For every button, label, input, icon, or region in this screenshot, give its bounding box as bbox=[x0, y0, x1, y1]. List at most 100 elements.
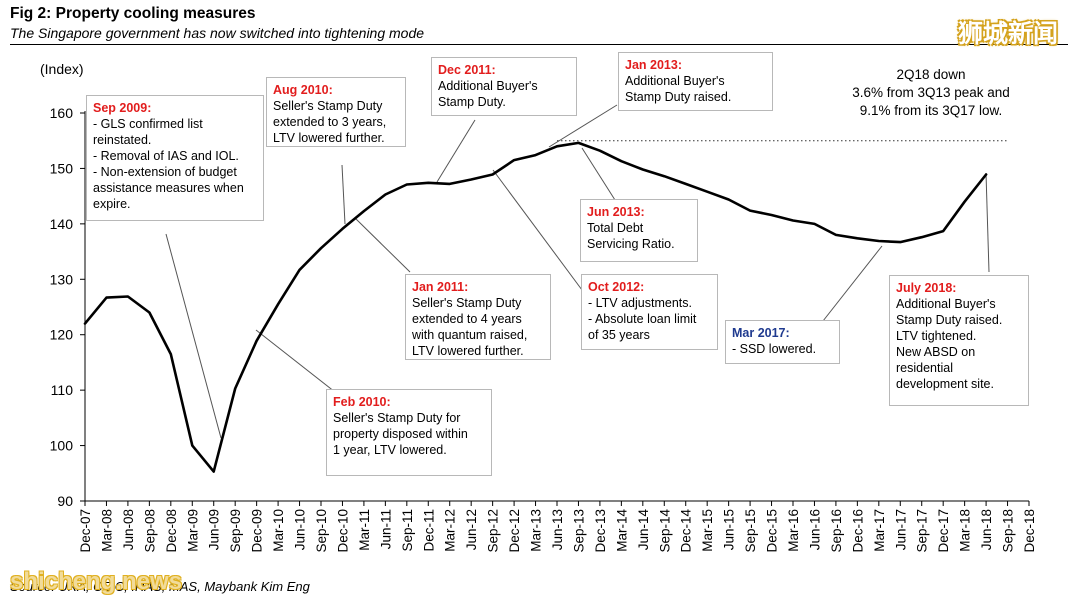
annotation-body: Additional Buyer's Stamp Duty. bbox=[438, 79, 538, 109]
watermark-site-bottom: shicheng.news bbox=[10, 568, 183, 595]
chart-series bbox=[83, 140, 1008, 473]
x-tick-label: Mar-17 bbox=[872, 509, 887, 552]
x-tick-label: Sep-14 bbox=[657, 509, 672, 553]
y-tick-label: 90 bbox=[57, 493, 73, 509]
y-tick-label: 150 bbox=[50, 160, 74, 176]
x-tick-label: Sep-17 bbox=[915, 509, 930, 553]
x-tick-label: Jun-09 bbox=[207, 509, 222, 550]
x-tick-label: Dec-09 bbox=[250, 509, 265, 553]
source-note: Source: URA, CEIC, IRAS, MAS, Maybank Ki… bbox=[10, 579, 310, 594]
annotation-heading: Oct 2012: bbox=[588, 280, 645, 294]
annotation-jan-2013: Jan 2013: Additional Buyer's Stamp Duty … bbox=[618, 52, 773, 111]
annotation-connectors bbox=[165, 104, 990, 439]
annotation-heading: Dec 2011: bbox=[438, 63, 496, 77]
annotation-leader-line bbox=[436, 119, 476, 183]
annotation-jun-2013: Jun 2013: Total Debt Servicing Ratio. bbox=[580, 199, 698, 262]
chart-note: 2Q18 down 3.6% from 3Q13 peak and 9.1% f… bbox=[852, 67, 1010, 118]
x-tick-label: Dec-17 bbox=[936, 509, 951, 553]
annotation-leader-line bbox=[354, 217, 411, 273]
y-tick-label: 100 bbox=[50, 438, 74, 454]
chart-axes: 90 100 110 120 130 140 150 160 (Index) Dec-07 Mar-… bbox=[40, 61, 1037, 553]
x-tick-label: Dec-12 bbox=[507, 509, 522, 553]
annotation-leader-line bbox=[822, 245, 883, 322]
x-tick-label: Dec-13 bbox=[593, 509, 608, 553]
x-tick-label: Mar-12 bbox=[443, 509, 458, 552]
x-tick-label: Jun-16 bbox=[807, 509, 822, 550]
annotation-leader-line bbox=[255, 329, 336, 393]
annotation-body: - LTV adjustments. - Absolute loan limit… bbox=[588, 296, 697, 342]
annotation-jul-2018: July 2018: Additional Buyer's Stamp Duty… bbox=[889, 275, 1029, 406]
x-tick-label: Mar-15 bbox=[700, 509, 715, 552]
annotation-mar-2017: Mar 2017: - SSD lowered. bbox=[725, 320, 840, 364]
x-tick-label: Sep-16 bbox=[829, 509, 844, 553]
annotation-body: Seller's Stamp Duty extended to 4 years … bbox=[412, 296, 528, 358]
annotation-body: Seller's Stamp Duty extended to 3 years,… bbox=[273, 99, 387, 145]
x-tick-label: Mar-14 bbox=[614, 509, 629, 552]
annotation-feb-2010: Feb 2010: Seller's Stamp Duty for proper… bbox=[326, 389, 492, 476]
x-tick-label: Sep-09 bbox=[228, 509, 243, 553]
x-tick-label: Dec-10 bbox=[335, 509, 350, 553]
x-tick-label: Sep-18 bbox=[1001, 509, 1016, 553]
annotation-heading: Aug 2010: bbox=[273, 83, 333, 97]
x-tick-label: Dec-11 bbox=[421, 509, 436, 552]
annotation-sep-2009: Sep 2009: - GLS confirmed list reinstate… bbox=[86, 95, 264, 221]
annotation-body: Seller's Stamp Duty for property dispose… bbox=[333, 411, 468, 457]
x-tick-label: Dec-08 bbox=[164, 509, 179, 553]
x-tick-label: Jun-13 bbox=[550, 509, 565, 550]
x-tick-label: Mar-09 bbox=[185, 509, 200, 552]
series-line bbox=[83, 141, 988, 473]
annotation-leader-line bbox=[492, 169, 583, 291]
annotation-heading: Sep 2009: bbox=[93, 101, 152, 115]
annotation-body: - SSD lowered. bbox=[732, 342, 817, 356]
x-tick-label: Dec-14 bbox=[679, 509, 694, 553]
annotation-heading: Jun 2013: bbox=[587, 205, 645, 219]
x-tick-label: Jun-11 bbox=[378, 509, 393, 549]
x-tick-label: Mar-16 bbox=[786, 509, 801, 552]
x-tick-label: Jun-14 bbox=[636, 509, 651, 551]
y-tick-label: 120 bbox=[50, 327, 74, 343]
x-tick-label: Sep-12 bbox=[486, 509, 501, 553]
x-tick-label: Mar-10 bbox=[271, 509, 286, 552]
annotation-jan-2011: Jan 2011: Seller's Stamp Duty extended t… bbox=[405, 274, 551, 360]
x-tick-label: Sep-08 bbox=[142, 509, 157, 553]
x-tick-label: Dec-16 bbox=[850, 509, 865, 553]
title-divider bbox=[10, 44, 1068, 45]
x-tick-label: Sep-11 bbox=[400, 509, 415, 552]
annotation-heading: July 2018: bbox=[896, 281, 957, 295]
annotation-leader-line bbox=[165, 233, 222, 439]
y-tick-label: 110 bbox=[51, 382, 74, 398]
annotation-leader-line bbox=[581, 147, 616, 201]
figure-title: Fig 2: Property cooling measures bbox=[10, 5, 256, 22]
x-tick-label: Jun-15 bbox=[722, 509, 737, 550]
y-tick-label: 140 bbox=[50, 216, 74, 232]
y-axis-label: (Index) bbox=[40, 61, 84, 77]
x-tick-label: Sep-10 bbox=[314, 509, 329, 553]
annotation-body: Additional Buyer's Stamp Duty raised. LT… bbox=[896, 297, 1003, 391]
annotation-leader-line bbox=[985, 172, 990, 273]
x-tick-label: Mar-13 bbox=[529, 509, 544, 552]
annotation-body: Total Debt Servicing Ratio. bbox=[587, 221, 675, 251]
annotation-oct-2012: Oct 2012: - LTV adjustments. - Absolute … bbox=[581, 274, 718, 350]
x-tick-label: Jun-17 bbox=[893, 509, 908, 550]
annotation-heading: Mar 2017: bbox=[732, 326, 790, 340]
y-tick-label: 160 bbox=[50, 105, 74, 121]
x-tick-label: Dec-18 bbox=[1022, 509, 1037, 553]
annotation-heading: Feb 2010: bbox=[333, 395, 391, 409]
x-tick-label: Jun-18 bbox=[979, 509, 994, 550]
annotation-leader-line bbox=[341, 164, 346, 225]
annotation-dec-2011: Dec 2011: Additional Buyer's Stamp Duty. bbox=[431, 57, 577, 116]
watermark-logo-top: 狮城新闻 bbox=[958, 19, 1059, 48]
annotation-heading: Jan 2013: bbox=[625, 58, 682, 72]
x-tick-label: Mar-18 bbox=[958, 509, 973, 552]
figure-subtitle: The Singapore government has now switche… bbox=[10, 25, 425, 41]
x-tick-label: Jun-12 bbox=[464, 509, 479, 550]
x-tick-label: Mar-08 bbox=[99, 509, 114, 552]
x-tick-label: Dec-15 bbox=[765, 509, 780, 553]
annotation-body: Additional Buyer's Stamp Duty raised. bbox=[625, 74, 732, 104]
x-tick-label: Jun-10 bbox=[293, 509, 308, 550]
annotation-body: - GLS confirmed list reinstated. - Remov… bbox=[93, 117, 244, 211]
annotation-aug-2010: Aug 2010: Seller's Stamp Duty extended t… bbox=[266, 77, 406, 147]
annotation-heading: Jan 2011: bbox=[412, 280, 469, 294]
annotation-leader-line bbox=[548, 104, 618, 148]
x-tick-label: Sep-13 bbox=[571, 509, 586, 553]
